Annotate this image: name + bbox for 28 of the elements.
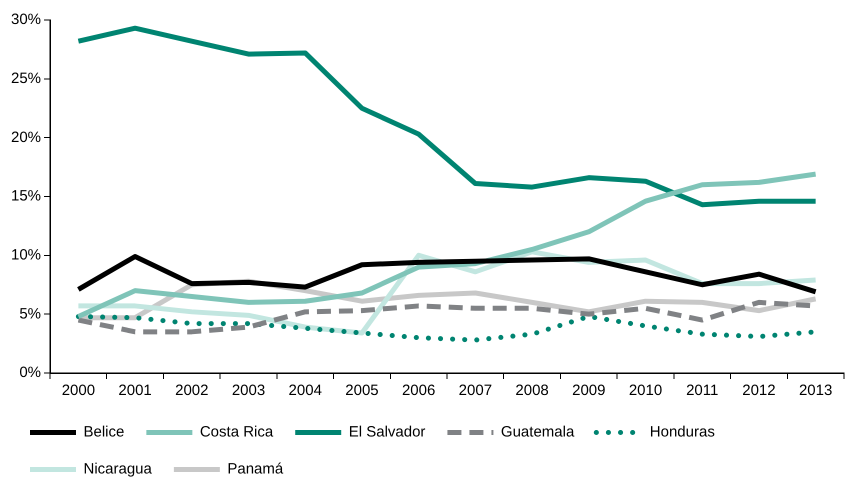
y-tick-label: 0% xyxy=(19,364,42,382)
x-tick-label: 2000 xyxy=(62,382,96,400)
x-tick-label: 2008 xyxy=(515,382,549,400)
x-tick-label: 2009 xyxy=(572,382,606,400)
legend-label: Costa Rica xyxy=(200,424,274,441)
legend-label: Guatemala xyxy=(500,424,575,441)
x-tick-label: 2005 xyxy=(345,382,379,400)
x-tick-label: 2006 xyxy=(402,382,436,400)
x-tick-label: 2003 xyxy=(232,382,266,400)
x-tick-label: 2013 xyxy=(798,382,832,400)
legend-label: Panamá xyxy=(227,460,284,478)
y-tick-label: 5% xyxy=(19,305,42,322)
y-tick-label: 15% xyxy=(10,188,42,205)
x-tick-label: 2010 xyxy=(628,382,662,400)
legend-label: Honduras xyxy=(650,424,715,441)
x-tick-label: 2001 xyxy=(118,382,152,400)
x-tick-label: 2002 xyxy=(175,382,208,400)
legend-label: El Salvador xyxy=(348,424,426,441)
x-tick-label: 2007 xyxy=(458,382,492,400)
x-tick-label: 2004 xyxy=(288,382,322,400)
legend-label: Nicaragua xyxy=(84,460,153,478)
y-tick-label: 20% xyxy=(10,128,42,146)
y-tick-label: 25% xyxy=(10,70,42,87)
y-tick-label: 10% xyxy=(10,246,42,264)
y-tick-label: 30% xyxy=(10,11,42,28)
legend-label: Belice xyxy=(84,424,124,441)
x-tick-label: 2011 xyxy=(686,382,718,400)
x-tick-label: 2012 xyxy=(742,382,776,400)
